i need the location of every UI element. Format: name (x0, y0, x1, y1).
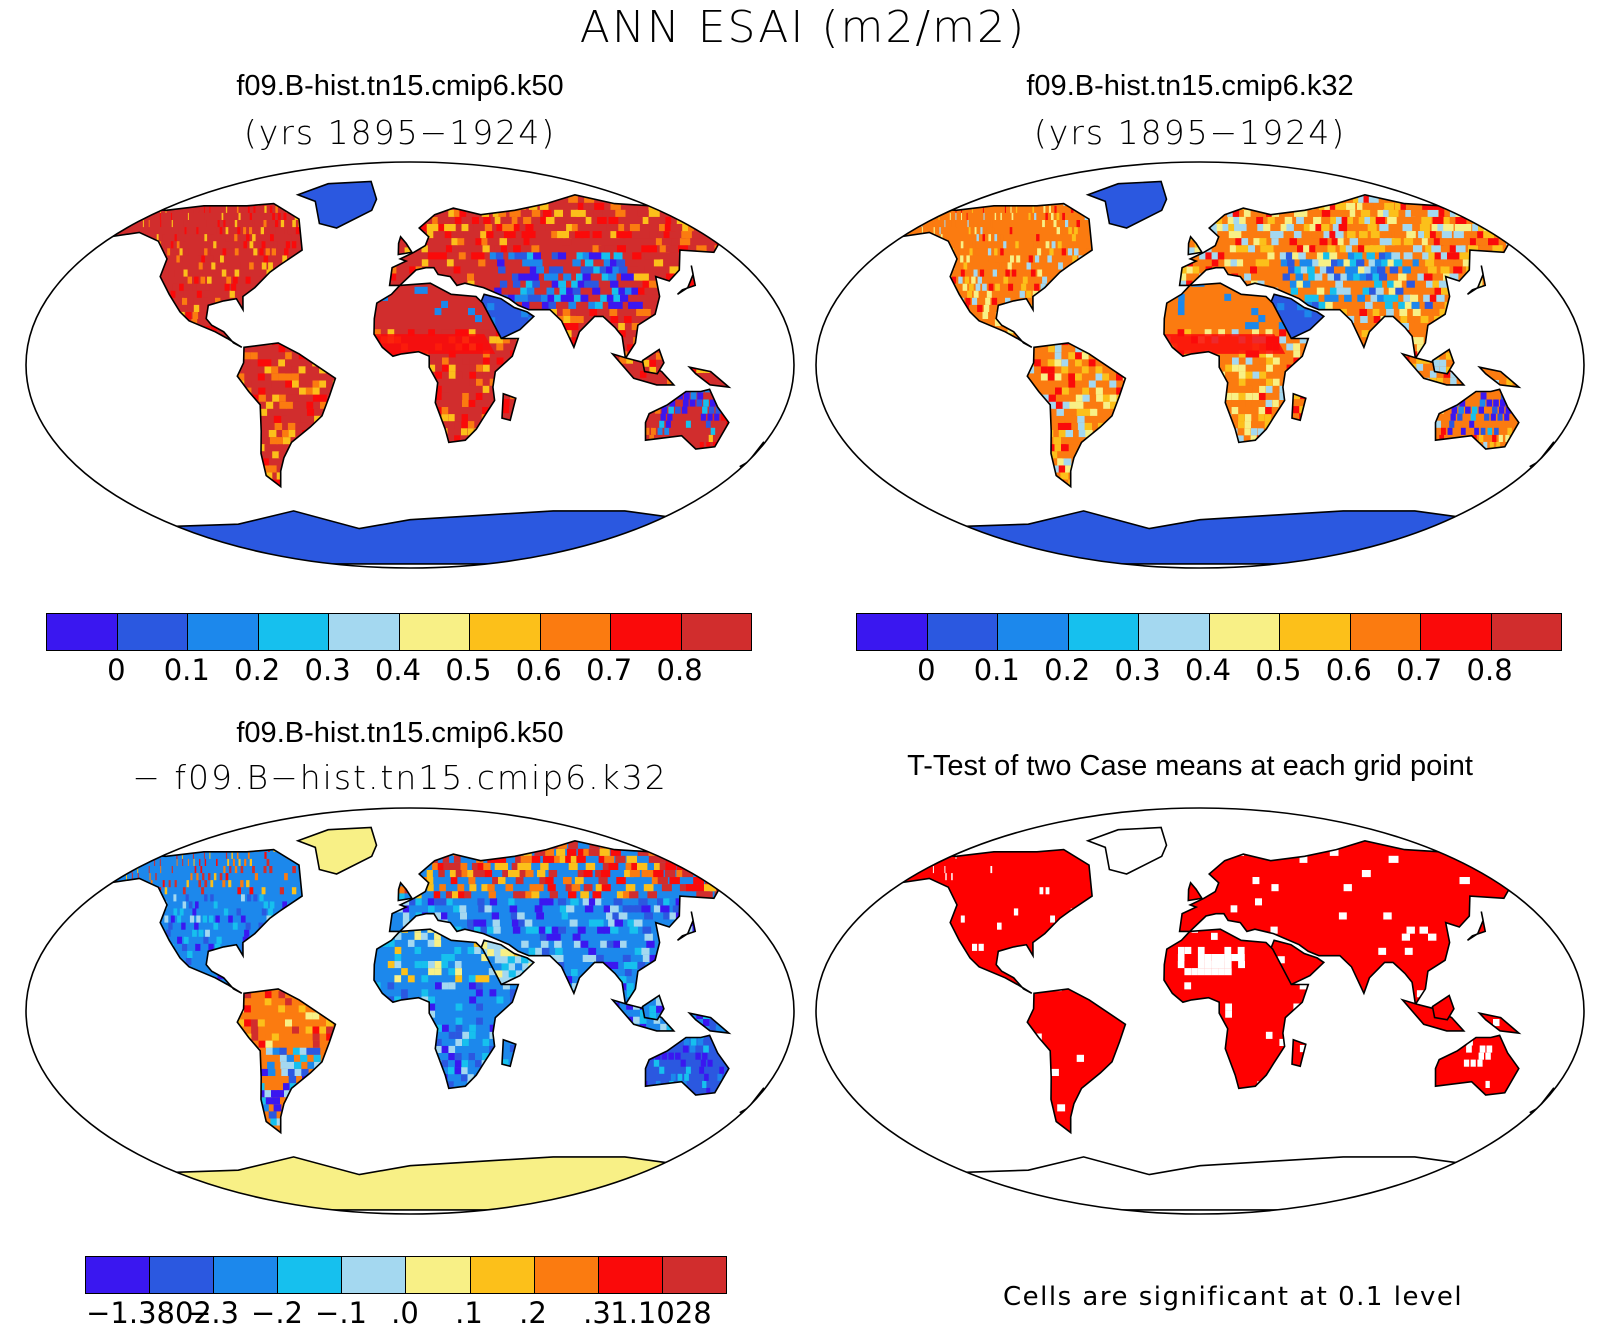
colorbar-swatch (857, 614, 928, 650)
colorbar-tick-label: 0.4 (1185, 653, 1231, 687)
panel-bottom-right-title: T-Test of two Case means at each grid po… (810, 750, 1570, 783)
colorbar-swatch (1351, 614, 1422, 650)
colorbar-swatch (470, 614, 541, 650)
colorbar-swatch (214, 1257, 278, 1293)
colorbar-swatch (998, 614, 1069, 650)
panel-bottom-left-subtitle: − f09.B−hist.tn15.cmip6.k32 (20, 758, 780, 797)
colorbar-tick-label: 0.7 (586, 653, 632, 687)
colorbar-top-right (856, 613, 1562, 651)
colorbar-tick-label: 0.4 (375, 653, 421, 687)
colorbar-tick-label: 0.6 (1326, 653, 1372, 687)
colorbar-tick-label: 0.3 (1115, 653, 1161, 687)
colorbar-swatch (928, 614, 999, 650)
colorbar-swatch (259, 614, 330, 650)
colorbar-swatch (150, 1257, 214, 1293)
colorbar-tick-label: 0.5 (1255, 653, 1301, 687)
colorbar-tick-label: 0.2 (1044, 653, 1090, 687)
colorbar-tick-label: .0 (391, 1296, 419, 1330)
colorbar-top-left (46, 613, 752, 651)
colorbar-swatch (342, 1257, 406, 1293)
colorbar-tick-label: 0.2 (234, 653, 280, 687)
colorbar-swatch (1210, 614, 1281, 650)
colorbar-tick-label: 0 (107, 653, 125, 687)
colorbar-tick-label: .3 (583, 1296, 611, 1330)
colorbar-swatch (406, 1257, 470, 1293)
colorbar-tick-label: 0 (917, 653, 935, 687)
panel-top-left-subtitle: (yrs 1895−1924) (20, 113, 780, 152)
map-top-left (20, 160, 800, 570)
colorbar-swatch (599, 1257, 663, 1293)
colorbar-swatch (1492, 614, 1562, 650)
colorbar-tick-label: 0.5 (445, 653, 491, 687)
colorbar-tick-label: .2 (519, 1296, 547, 1330)
colorbar-tick-label: 0.7 (1396, 653, 1442, 687)
colorbar-swatch (1139, 614, 1210, 650)
colorbar-swatch (86, 1257, 150, 1293)
colorbar-tick-label: 0.8 (1467, 653, 1513, 687)
colorbar-swatch (278, 1257, 342, 1293)
colorbar-swatch (611, 614, 682, 650)
panel-bottom-left-title: f09.B-hist.tn15.cmip6.k50 (20, 717, 780, 750)
colorbar-tick-label: 0.1 (974, 653, 1020, 687)
colorbar-tick-label: 0.6 (516, 653, 562, 687)
colorbar-tick-label: 0.1 (164, 653, 210, 687)
colorbar-tick-label: .1 (455, 1296, 483, 1330)
colorbar-swatch (329, 614, 400, 650)
colorbar-swatch (541, 614, 612, 650)
map-bottom-left (20, 806, 800, 1216)
panel-top-right-title: f09.B-hist.tn15.cmip6.k32 (810, 70, 1570, 103)
colorbar-swatch (400, 614, 471, 650)
panel-top-left-title: f09.B-hist.tn15.cmip6.k50 (20, 70, 780, 103)
colorbar-swatch (682, 614, 752, 650)
figure-title: ANN ESAI (m2/m2) (0, 2, 1606, 53)
colorbar-tick-label: 0.8 (657, 653, 703, 687)
significance-note: Cells are significant at 0.1 level (1003, 1282, 1463, 1312)
colorbar-tick-label: −.3 (187, 1296, 239, 1330)
colorbar-swatch (471, 1257, 535, 1293)
colorbar-swatch (47, 614, 118, 650)
colorbar-swatch (663, 1257, 726, 1293)
colorbar-swatch (1280, 614, 1351, 650)
colorbar-tick-label: 1.1028 (610, 1296, 711, 1330)
colorbar-swatch (1069, 614, 1140, 650)
colorbar-swatch (535, 1257, 599, 1293)
map-bottom-right (810, 806, 1590, 1216)
map-top-right (810, 160, 1590, 570)
panel-top-right-subtitle: (yrs 1895−1924) (810, 113, 1570, 152)
colorbar-tick-label: −.2 (251, 1296, 303, 1330)
colorbar-swatch (118, 614, 189, 650)
colorbar-swatch (188, 614, 259, 650)
colorbar-swatch (1421, 614, 1492, 650)
colorbar-tick-label: −.1 (315, 1296, 367, 1330)
colorbar-bottom-left (85, 1256, 727, 1294)
colorbar-tick-label: 0.3 (305, 653, 351, 687)
